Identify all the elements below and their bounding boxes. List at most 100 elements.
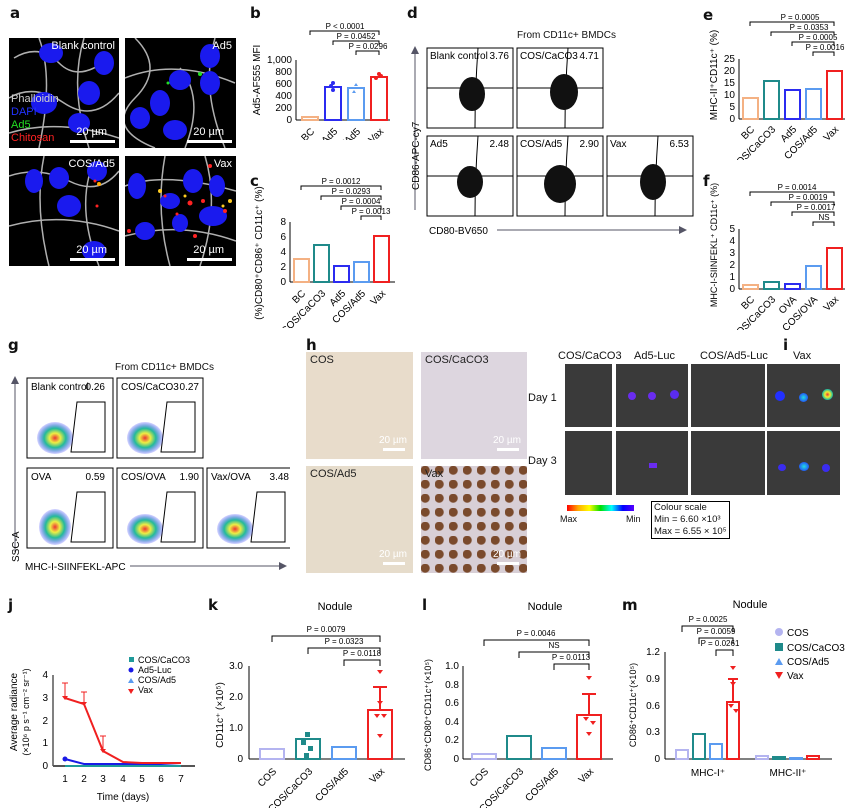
svg-text:P = 0.0113: P = 0.0113	[552, 653, 591, 662]
ivis-row-label: Day 3	[528, 455, 557, 467]
y-axis-label: Ad5-AF555 MFI	[252, 45, 263, 116]
panel-label-k: k	[208, 596, 218, 614]
svg-text:P = 0.0005: P = 0.0005	[799, 33, 838, 42]
svg-text:25: 25	[724, 54, 736, 65]
micro-title: Ad5	[212, 40, 232, 52]
svg-text:15: 15	[724, 78, 736, 89]
scale-bar-label: 20 µm	[76, 126, 107, 138]
x-axis-label: MHC-I-SIINFEKL-APC	[25, 562, 126, 572]
svg-text:COS/Ad5: COS/Ad5	[138, 675, 176, 685]
plot-value: 4.71	[580, 51, 600, 62]
svg-text:P = 0.0293: P = 0.0293	[332, 187, 371, 196]
svg-text:P = 0.0046: P = 0.0046	[517, 629, 556, 638]
ivis-col-label: Vax	[793, 350, 812, 362]
svg-text:P = 0.0019: P = 0.0019	[789, 193, 828, 202]
svg-text:(×10⁶ p s⁻¹ cm⁻² sr⁻¹): (×10⁶ p s⁻¹ cm⁻² sr⁻¹)	[21, 668, 31, 755]
svg-text:4: 4	[42, 670, 48, 681]
panel-label-g: g	[8, 336, 19, 354]
svg-text:P = 0.0079: P = 0.0079	[307, 625, 346, 634]
svg-text:4: 4	[120, 774, 126, 785]
ivis-image	[616, 431, 688, 495]
ihc-image-vax: Vax 20 µm	[421, 466, 527, 573]
svg-text:P = 0.0323: P = 0.0323	[325, 637, 364, 646]
plot-title: Ad5	[430, 139, 448, 150]
svg-text:0.4: 0.4	[445, 717, 459, 728]
svg-text:P = 0.0014: P = 0.0014	[778, 183, 817, 192]
svg-text:7: 7	[178, 774, 184, 785]
svg-text:4: 4	[280, 247, 286, 258]
flow-header: From CD11c+ BMDCs	[517, 30, 616, 41]
svg-text:COS: COS	[787, 628, 809, 639]
ivis-image	[565, 364, 612, 427]
panel-label-m: m	[622, 596, 638, 614]
svg-text:P = 0.0353: P = 0.0353	[790, 23, 829, 32]
svg-text:0.8: 0.8	[445, 680, 459, 691]
svg-text:NS: NS	[818, 213, 829, 222]
svg-text:6: 6	[280, 232, 286, 243]
svg-text:Vax: Vax	[787, 671, 804, 682]
svg-text:COS/OVA: COS/OVA	[121, 472, 166, 483]
svg-text:800: 800	[275, 67, 292, 78]
svg-text:0.27: 0.27	[180, 382, 200, 393]
svg-text:P = 0.0004: P = 0.0004	[342, 197, 381, 206]
svg-text:0: 0	[654, 754, 660, 765]
ivis-image	[565, 431, 612, 495]
svg-text:P = 0.0017: P = 0.0017	[797, 203, 836, 212]
svg-text:Vax: Vax	[822, 124, 841, 143]
svg-text:P = 0.0025: P = 0.0025	[689, 615, 728, 624]
svg-text:Ad5: Ad5	[320, 126, 341, 140]
cell-image	[125, 156, 236, 266]
micro-image-vax: Vax 20 µm	[125, 156, 236, 266]
svg-text:3.48: 3.48	[270, 472, 290, 483]
svg-text:10: 10	[724, 90, 736, 101]
svg-text:1.2: 1.2	[646, 647, 660, 658]
svg-text:0.3: 0.3	[646, 727, 660, 738]
svg-text:COS/CaCO3: COS/CaCO3	[787, 643, 845, 654]
svg-text:4: 4	[729, 236, 735, 247]
panel-label-c: c	[250, 172, 259, 190]
svg-text:0: 0	[280, 277, 286, 288]
svg-text:2: 2	[42, 716, 48, 727]
svg-text:COS/Ad5: COS/Ad5	[313, 766, 351, 804]
svg-text:0.26: 0.26	[86, 382, 106, 393]
ivis-image	[691, 364, 765, 427]
p-value: P = 0.0296	[349, 42, 388, 51]
ivis-col-label: Ad5-Luc	[634, 350, 675, 362]
legend-chitosan: Chitosan	[11, 132, 55, 144]
svg-text:8: 8	[280, 217, 286, 228]
svg-text:COS/CaCO3: COS/CaCO3	[138, 655, 190, 665]
panel-label-e: e	[703, 6, 714, 24]
svg-text:1: 1	[62, 774, 68, 785]
chart-l: Nodule CD86⁺CD80⁺CD11c⁺(×10⁵) 0 0.2 0.4 0.6…	[423, 601, 613, 808]
svg-text:200: 200	[275, 103, 292, 114]
flow-header: From CD11c+ BMDCs	[115, 362, 214, 373]
panel-label-h: h	[306, 336, 317, 354]
chart-m: Nodule CD86⁺CD11c⁺(×10⁵) 0 0.3 0.6 0.9 1.2 P…	[628, 599, 845, 779]
y-axis-label: (%)CD80⁺CD86⁺ CD11c⁺ (%)	[254, 186, 265, 319]
plot-value: 2.90	[580, 139, 600, 150]
svg-text:P = 0.0118: P = 0.0118	[343, 649, 382, 658]
p-value: P < 0.0001	[326, 22, 365, 31]
svg-text:COS/Ad5: COS/Ad5	[787, 657, 830, 668]
ihc-image-cos-caco3: COS/CaCO3 20 µm	[421, 352, 527, 459]
scale-bar	[187, 258, 232, 261]
scale-bar	[70, 140, 115, 143]
plot-value: 2.48	[490, 139, 510, 150]
ivis-image	[691, 431, 765, 495]
svg-text:Vax: Vax	[138, 685, 153, 695]
micro-image-blank-control: Blank control Phalloidin DAPI Ad5 Chitos…	[9, 38, 119, 148]
micro-title: COS/Ad5	[68, 158, 115, 170]
svg-text:0: 0	[237, 754, 243, 765]
ivis-image	[767, 431, 840, 495]
svg-text:MHC-I⁺: MHC-I⁺	[691, 768, 725, 779]
panel-label-a: a	[10, 4, 21, 22]
svg-text:0.9: 0.9	[646, 674, 660, 685]
x-axis-label: Time (days)	[97, 792, 149, 803]
panel-label-l: l	[422, 596, 428, 614]
x-axis-label: CD80-BV650	[429, 226, 488, 237]
svg-text:600: 600	[275, 79, 292, 90]
plot-title: Vax	[610, 139, 627, 150]
